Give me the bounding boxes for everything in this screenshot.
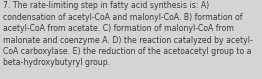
Text: 7. The rate-limiting step in fatty acid synthesis is: A)
condensation of acetyl-: 7. The rate-limiting step in fatty acid … (3, 1, 253, 67)
